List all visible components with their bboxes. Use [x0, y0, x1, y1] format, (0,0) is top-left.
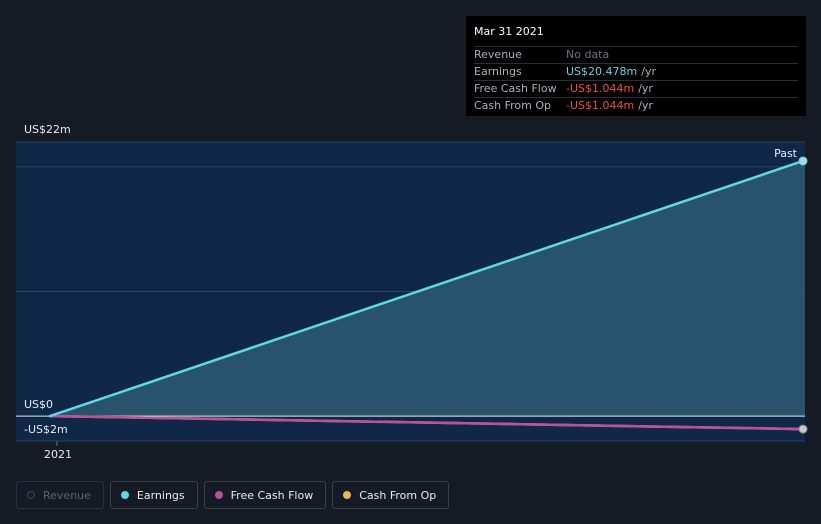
y-tick-label: US$0 — [24, 398, 53, 411]
y-tick-label: US$22m — [24, 123, 71, 136]
tooltip-value: No data — [566, 48, 610, 61]
legend-earnings-button[interactable]: Earnings — [109, 481, 198, 509]
legend-label: Free Cash Flow — [230, 488, 314, 502]
legend-free-cash-flow-button[interactable]: Free Cash Flow — [203, 481, 327, 509]
legend-label: Cash From Op — [359, 488, 437, 502]
earnings-point — [798, 156, 808, 166]
x-tick-label: 2021 — [44, 448, 72, 461]
tooltip-label: Revenue — [474, 48, 522, 61]
tooltip-unit: /yr — [638, 82, 653, 95]
legend-label: Revenue — [43, 488, 91, 502]
hollow-circle-icon — [27, 491, 35, 499]
tooltip: Mar 31 2021 Revenue No data Earnings US$… — [466, 16, 806, 116]
past-label: Past — [774, 147, 798, 160]
series-line-earnings — [48, 159, 805, 418]
tooltip-row-free-cash-flow: Free Cash Flow -US$1.044m/yr — [474, 80, 798, 97]
tooltip-date: Mar 31 2021 — [474, 25, 544, 38]
circle-icon — [120, 491, 129, 499]
tooltip-row-revenue: Revenue No data — [474, 46, 798, 63]
tooltip-value: -US$1.044m — [566, 99, 635, 112]
legend-cash-from-op-button[interactable]: Cash From Op — [332, 481, 450, 509]
tooltip-row-cash-from-op: Cash From Op -US$1.044m/yr — [474, 97, 798, 114]
series-line-free-cash-flow — [48, 414, 805, 431]
tooltip-value: US$20.478m — [566, 65, 638, 78]
tooltip-unit: /yr — [638, 99, 653, 112]
y-tick-label: -US$2m — [24, 423, 68, 436]
legend-label: Earnings — [136, 488, 185, 502]
circle-icon — [343, 491, 352, 499]
cash-flow-point — [798, 424, 808, 434]
tooltip-row-earnings: Earnings US$20.478m/yr — [474, 63, 798, 80]
tooltip-unit: /yr — [641, 65, 656, 78]
legend: Revenue Earnings Free Cash Flow Cash Fro… — [16, 481, 450, 509]
tooltip-label: Free Cash Flow — [474, 82, 557, 95]
tooltip-value: -US$1.044m — [566, 82, 635, 95]
tooltip-label: Cash From Op — [474, 99, 552, 112]
circle-icon — [214, 491, 223, 499]
tooltip-label: Earnings — [474, 65, 522, 78]
legend-revenue-button[interactable]: Revenue — [16, 481, 104, 509]
